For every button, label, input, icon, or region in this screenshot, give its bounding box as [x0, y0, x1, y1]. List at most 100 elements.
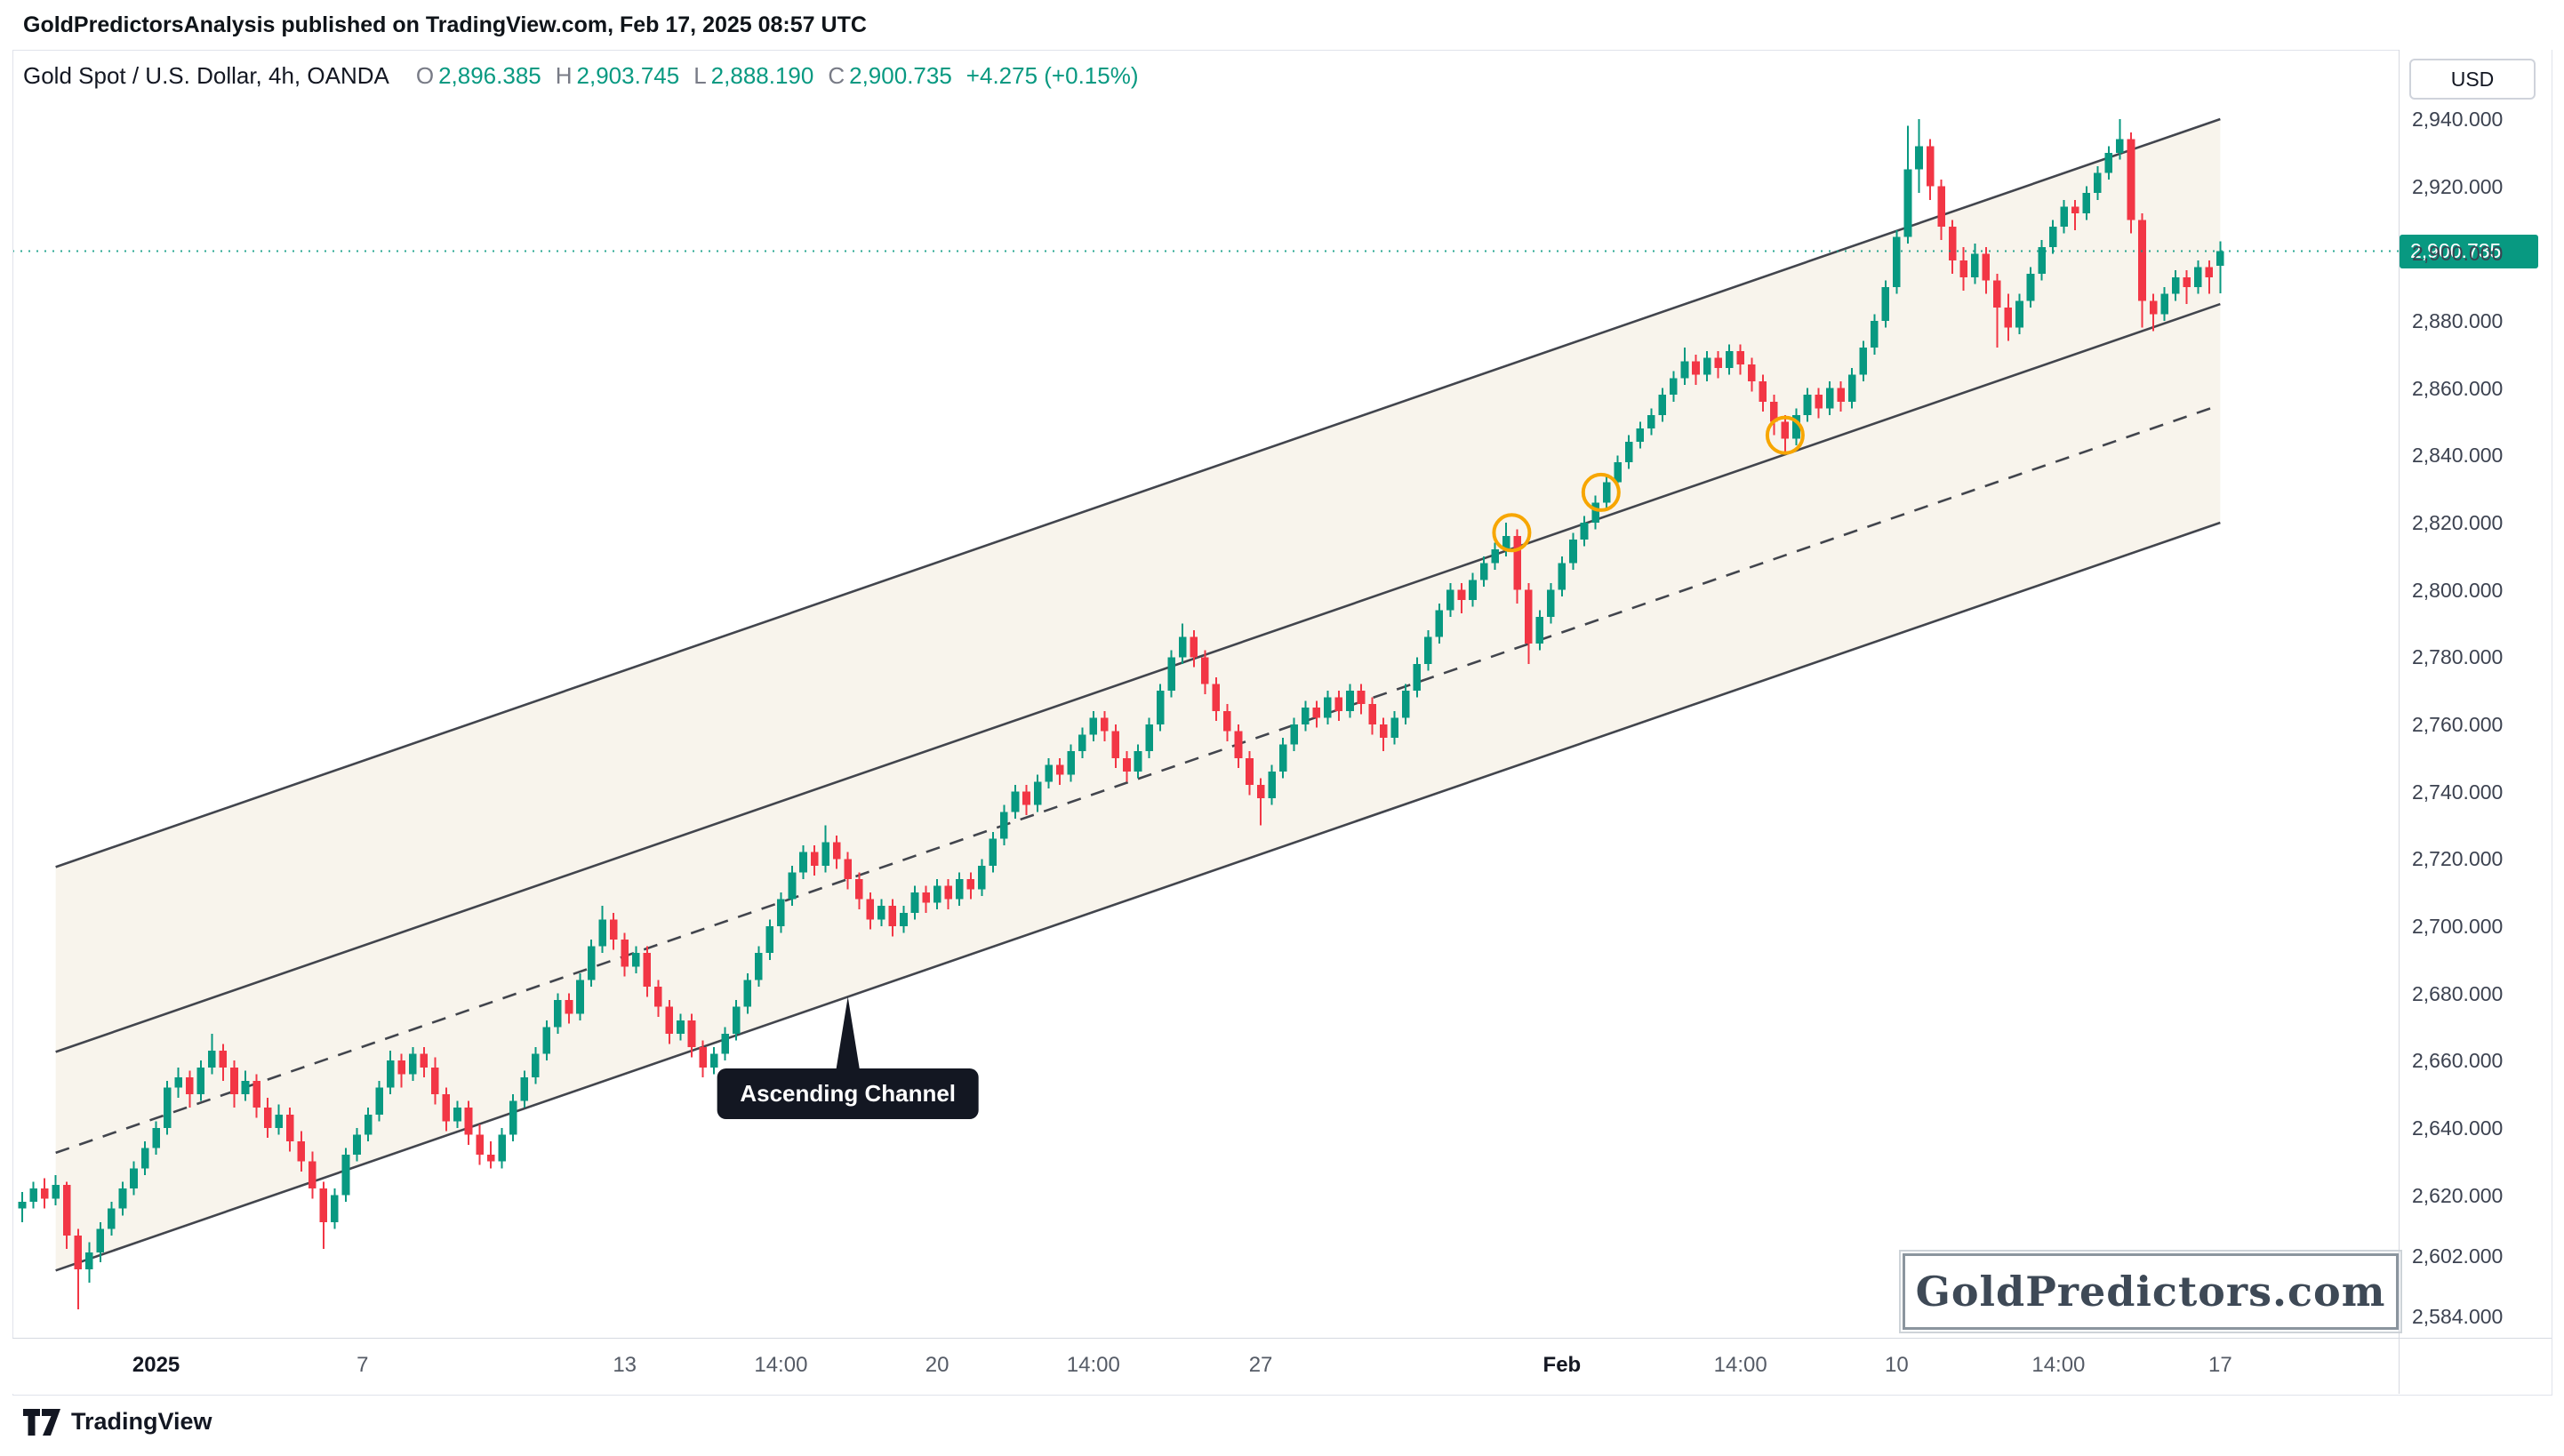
candle-body: [1178, 636, 1187, 658]
candle-body: [565, 1000, 573, 1014]
candle-body: [219, 1050, 228, 1068]
candle-body: [397, 1060, 405, 1075]
candle-body: [1457, 589, 1466, 600]
time-axis-label: 17: [2207, 1353, 2232, 1377]
symbol-title: Gold Spot / U.S. Dollar, 4h, OANDA: [23, 62, 389, 89]
candle-body: [1993, 280, 2001, 308]
candle-body: [1033, 781, 1042, 805]
channel-line[interactable]: [55, 117, 2221, 868]
time-axis-label: 14:00: [1066, 1353, 1120, 1377]
candle-body: [1959, 260, 1967, 277]
candle-body: [1803, 395, 1812, 415]
channel-line[interactable]: [55, 404, 2221, 1155]
candle-body: [1770, 401, 1778, 422]
candle-body: [687, 1020, 696, 1048]
candle-body: [375, 1087, 383, 1115]
candle-body: [130, 1168, 138, 1188]
candle-body: [1535, 616, 1544, 644]
price-axis-label: 2,760.000: [2412, 712, 2504, 736]
candle-body: [1602, 482, 1611, 503]
candle-body: [1781, 421, 1790, 439]
ohlc-value: 2,888.190: [710, 62, 814, 89]
time-axis-label: 10: [1885, 1353, 1909, 1377]
candle-body: [1089, 717, 1098, 735]
channel-callout[interactable]: Ascending Channel: [717, 1068, 980, 1119]
price-change: +4.275 (+0.15%): [966, 62, 1139, 89]
candle-body: [297, 1141, 306, 1162]
candle-body: [1670, 378, 1678, 396]
candle-body: [743, 980, 752, 1007]
candle-body: [810, 852, 819, 866]
candle-body: [955, 878, 964, 900]
candle-body: [922, 892, 930, 903]
ohlc-value: 2,896.385: [438, 62, 541, 89]
candle-body: [2171, 276, 2180, 294]
candle-body: [2183, 276, 2191, 288]
candle-body: [1011, 791, 1020, 812]
candle-body: [1078, 734, 1086, 752]
currency-chip[interactable]: USD: [2409, 59, 2536, 100]
candle-body: [1156, 691, 1165, 724]
price-axis-label: 2,740.000: [2412, 780, 2504, 804]
candle-body: [1624, 442, 1633, 462]
watermark-text: GoldPredictors.com: [1915, 1268, 2386, 1316]
entry-marker-circle[interactable]: [1492, 513, 1532, 553]
candle-body: [2160, 293, 2168, 315]
price-axis-label: 2,840.000: [2412, 444, 2504, 468]
candle-body: [1479, 563, 1488, 580]
candle-body: [108, 1208, 116, 1229]
candle-body: [844, 859, 852, 879]
candle-body: [230, 1067, 238, 1095]
candle-body: [1970, 253, 1979, 277]
candle-body: [1871, 320, 1879, 348]
entry-marker-circle[interactable]: [1765, 415, 1805, 455]
time-axis-label: 14:00: [1713, 1353, 1767, 1377]
candle-body: [1055, 764, 1064, 775]
time-axis[interactable]: 2025 7 13 14:00 20 14:00 27 Feb 14:00 10 14:00 17: [12, 1338, 2399, 1394]
candle-body: [1067, 751, 1075, 775]
candle-body: [29, 1188, 37, 1203]
candle-body: [877, 906, 885, 920]
candle-body: [252, 1080, 260, 1108]
channel-line[interactable]: [55, 521, 2221, 1272]
candle-body: [944, 885, 952, 900]
price-axis-label: 2,720.000: [2412, 847, 2504, 871]
candle-body: [353, 1134, 361, 1156]
price-axis[interactable]: USD 2,900.735 2,940.000 2,920.000 2,900.00…: [2399, 50, 2552, 1338]
candle-body: [1580, 522, 1589, 540]
candle-body: [1714, 357, 1722, 368]
candle-body: [2104, 152, 2113, 173]
candle-body: [1703, 357, 1711, 375]
last-price-badge: 2,900.735: [2400, 234, 2538, 268]
tradingview-logo-icon[interactable]: [23, 1408, 60, 1436]
candle-body: [1234, 731, 1243, 758]
candle-body: [1346, 691, 1354, 711]
tradingview-brand[interactable]: TradingView: [71, 1408, 212, 1435]
candle-body: [386, 1060, 395, 1088]
candle-body: [1859, 348, 1868, 375]
channel-line[interactable]: [55, 302, 2221, 1053]
candle-body: [241, 1080, 250, 1095]
candle-body: [476, 1134, 484, 1156]
candle-body: [2048, 227, 2057, 247]
watermark-box: GoldPredictors.com: [1899, 1250, 2402, 1333]
candle-body: [40, 1188, 49, 1199]
candles[interactable]: [18, 119, 2224, 1310]
candle-body: [1825, 388, 1834, 409]
candle-body: [2193, 267, 2202, 288]
candle-body: [1268, 771, 1276, 799]
entry-marker-circle[interactable]: [1581, 472, 1621, 512]
candle-body: [978, 865, 986, 890]
candle-body: [989, 838, 998, 866]
candle-body: [1357, 691, 1366, 705]
candle-body: [966, 878, 975, 890]
candle-body: [1524, 589, 1533, 644]
candle-body: [1926, 146, 1935, 187]
candle-body: [598, 919, 606, 947]
candle-body: [152, 1127, 160, 1148]
candle-body: [2127, 139, 2135, 220]
candle-body: [453, 1108, 461, 1122]
candle-body: [1123, 757, 1131, 772]
price-axis-label: 2,700.000: [2412, 914, 2504, 938]
